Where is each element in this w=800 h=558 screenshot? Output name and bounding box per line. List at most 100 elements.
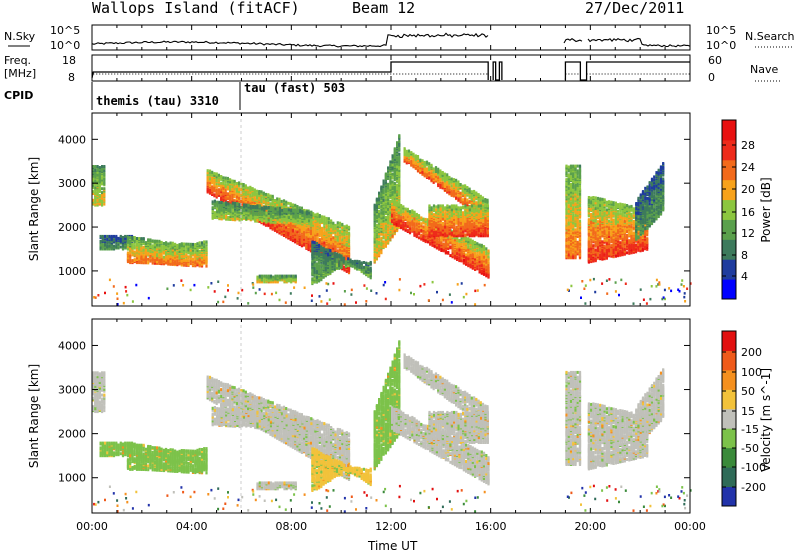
power-cell xyxy=(314,270,316,273)
nsky-tick-bottom: 10^0 xyxy=(50,39,80,52)
power-cell xyxy=(225,183,227,186)
power-cell xyxy=(287,202,289,205)
power-cell xyxy=(134,245,136,248)
power-cell xyxy=(332,244,334,247)
power-cell xyxy=(222,176,224,179)
power-cell xyxy=(319,238,321,241)
power-cell xyxy=(317,230,319,233)
power-cell xyxy=(229,178,231,181)
power-cell xyxy=(376,224,378,227)
power-cell xyxy=(467,246,469,249)
power-cell xyxy=(319,225,321,228)
power-cell xyxy=(245,204,247,207)
power-cell xyxy=(301,238,303,241)
power-cell xyxy=(354,260,356,263)
power-cell xyxy=(398,203,400,206)
power-cell xyxy=(339,222,341,225)
power-cell xyxy=(420,234,422,237)
power-cell xyxy=(400,217,402,220)
power-cell xyxy=(227,202,229,205)
power-cell xyxy=(134,251,136,254)
power-cell xyxy=(231,196,233,199)
power-cell xyxy=(286,275,288,278)
power-cell xyxy=(272,276,274,279)
power-cell xyxy=(396,157,398,160)
power-cell xyxy=(143,237,145,240)
power-cell xyxy=(283,208,285,211)
nsky-trace-segment xyxy=(564,39,582,43)
power-cell xyxy=(387,177,389,180)
power-cell xyxy=(292,203,294,206)
power-cell xyxy=(281,209,283,212)
power-cell xyxy=(422,225,424,228)
power-cell xyxy=(124,235,126,238)
nsky-right-tick-bottom: 10^0 xyxy=(706,39,736,52)
power-cell xyxy=(225,177,227,180)
power-cell xyxy=(328,217,330,220)
power-cell xyxy=(234,199,236,202)
power-cell xyxy=(247,187,249,190)
power-cell xyxy=(325,255,327,258)
power-cell xyxy=(113,239,115,242)
power-cell xyxy=(393,214,395,217)
power-cell xyxy=(205,265,207,268)
power-cell xyxy=(249,186,251,189)
power-cell xyxy=(129,236,131,239)
power-cell xyxy=(167,242,169,245)
power-cell xyxy=(103,203,105,206)
power-cell xyxy=(304,220,306,223)
power-cell xyxy=(347,257,349,260)
power-cell xyxy=(216,207,218,210)
power-cell xyxy=(320,253,322,256)
power-cell xyxy=(223,202,225,205)
power-cell xyxy=(402,224,404,227)
power-cell xyxy=(323,225,325,228)
power-cell xyxy=(348,226,350,229)
power-cell xyxy=(272,195,274,198)
power-cell xyxy=(99,166,101,169)
power-cell xyxy=(311,241,313,244)
power-cell xyxy=(259,275,261,278)
power-cell xyxy=(236,202,238,205)
power-cell xyxy=(260,190,262,193)
cpid-panel: CPID themis (tau) 3310 tau (fast) 503 xyxy=(4,81,345,110)
power-cell xyxy=(376,198,378,201)
power-cell xyxy=(269,195,271,198)
power-cell xyxy=(258,190,260,193)
power-cell xyxy=(256,190,258,193)
power-cell xyxy=(467,237,469,240)
power-cell xyxy=(336,263,338,266)
power-cell xyxy=(425,226,427,229)
power-cell xyxy=(286,208,288,211)
power-cell xyxy=(402,205,404,208)
power-cell xyxy=(252,187,254,190)
nsky-panel: N.Sky 10^5 10^0 10^5 10^0 N.Search xyxy=(4,24,795,52)
power-cell xyxy=(356,260,358,263)
power-cell xyxy=(308,212,310,215)
power-cell xyxy=(310,229,312,232)
power-cell xyxy=(232,209,234,212)
power-cell xyxy=(99,194,101,197)
power-cell xyxy=(108,235,110,238)
power-cell xyxy=(213,172,215,175)
power-cell xyxy=(370,261,372,264)
power-cell xyxy=(317,213,319,216)
power-cell xyxy=(422,235,424,238)
power-cell xyxy=(259,204,261,207)
power-cell xyxy=(383,240,385,243)
power-cell xyxy=(332,222,334,225)
power-cell xyxy=(115,235,117,238)
power-cell xyxy=(338,253,340,256)
power-cell xyxy=(299,209,301,212)
power-cell xyxy=(263,206,265,209)
power-cell xyxy=(283,199,285,202)
power-cell xyxy=(185,246,187,249)
power-cell xyxy=(467,263,469,266)
power-cell xyxy=(176,244,178,247)
power-cell xyxy=(463,259,465,262)
power-cell xyxy=(268,206,270,209)
power-cell xyxy=(103,187,105,190)
power-cell xyxy=(111,235,113,238)
power-cell xyxy=(378,229,380,232)
power-cell xyxy=(227,216,229,219)
